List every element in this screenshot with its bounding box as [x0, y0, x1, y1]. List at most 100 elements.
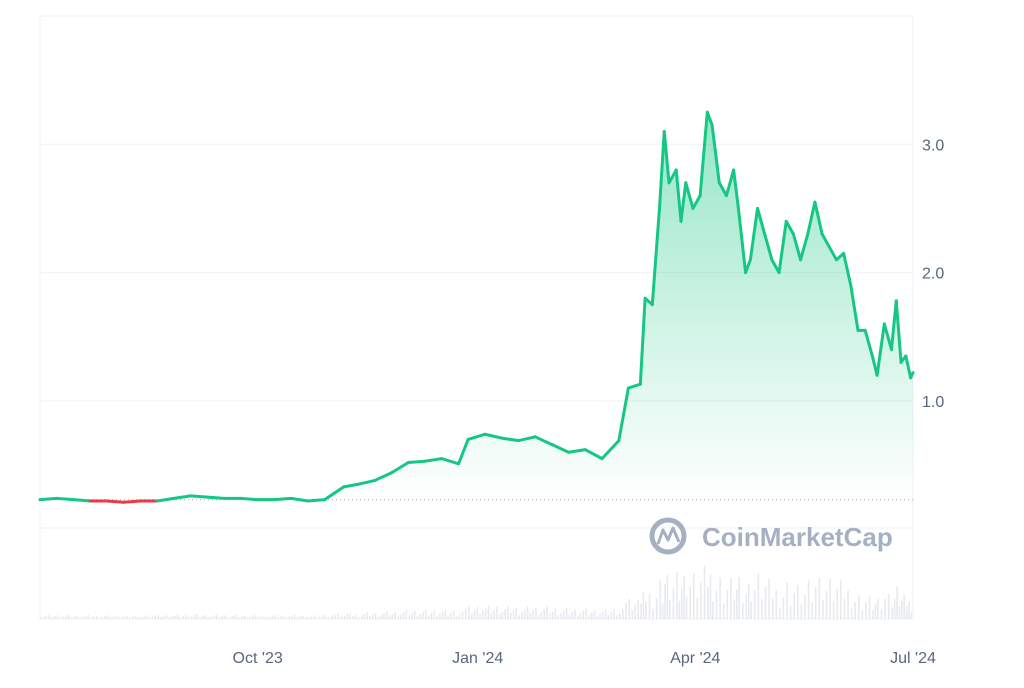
- volume-bar: [109, 617, 112, 619]
- volume-bar: [546, 606, 548, 619]
- volume-bar: [829, 578, 831, 619]
- volume-bar: [377, 616, 380, 619]
- volume-bar: [240, 616, 243, 619]
- price-segment: [356, 478, 377, 486]
- volume-bar: [187, 617, 190, 619]
- volume-bar: [479, 613, 481, 619]
- volume-bar: [154, 615, 157, 619]
- price-segment: [710, 123, 721, 185]
- volume-bar: [618, 613, 621, 619]
- volume-bar: [470, 613, 473, 619]
- volume-bar: [648, 594, 651, 619]
- volume-bar: [655, 598, 658, 619]
- price-segment: [205, 495, 226, 500]
- volume-bar: [349, 612, 352, 619]
- volume-bar: [747, 584, 750, 619]
- volume-bar: [140, 617, 143, 619]
- volume-bar: [383, 613, 385, 619]
- price-segment: [777, 219, 788, 275]
- price-segment: [373, 471, 394, 482]
- price-segment: [172, 494, 193, 500]
- volume-bar: [380, 615, 383, 619]
- volume-bar: [162, 616, 165, 619]
- volume-bar: [70, 617, 73, 619]
- volume-bar: [441, 612, 444, 619]
- volume-bar: [343, 615, 346, 619]
- volume-bar: [700, 582, 702, 619]
- volume-bar: [369, 615, 371, 619]
- volume-bar: [607, 614, 610, 619]
- volume-bar: [165, 615, 168, 619]
- volume-bar: [302, 615, 304, 619]
- volume-bar: [468, 606, 470, 619]
- volume-bar: [263, 615, 265, 619]
- price-segment: [657, 129, 666, 210]
- volume-bar: [493, 609, 495, 619]
- volume-bar: [696, 597, 699, 619]
- volume-bar: [118, 617, 120, 619]
- volume-bar: [786, 582, 788, 619]
- volume-bar: [146, 615, 148, 619]
- volume-bar: [722, 604, 725, 619]
- price-segment: [466, 432, 487, 441]
- volume-bar: [196, 614, 198, 619]
- volume-bar: [313, 615, 316, 619]
- volume-bar: [599, 613, 601, 619]
- volume-bar: [221, 615, 223, 619]
- x-tick-label: Jul '24: [890, 650, 936, 667]
- price-segment: [189, 494, 209, 499]
- volume-bar: [582, 610, 585, 619]
- volume-bar: [51, 617, 53, 619]
- volume-bar: [439, 613, 441, 619]
- volume-bar: [179, 616, 182, 619]
- volume-bar: [847, 590, 849, 619]
- volume-bar: [868, 596, 871, 619]
- volume-bar: [394, 612, 396, 619]
- volume-bar: [324, 614, 327, 619]
- price-segment: [638, 296, 647, 386]
- volume-bar: [193, 615, 196, 619]
- volume-bar: [634, 604, 636, 619]
- volume-bar: [238, 616, 240, 619]
- volume-bar: [490, 612, 493, 619]
- volume-bar: [843, 597, 846, 619]
- volume-bar: [775, 590, 778, 619]
- volume-bar: [804, 594, 806, 619]
- volume-bar: [910, 612, 913, 619]
- volume-bar: [372, 614, 374, 619]
- price-segment: [756, 206, 767, 236]
- volume-bar: [316, 617, 318, 619]
- price-line[interactable]: [38, 110, 915, 504]
- volume-bar: [554, 608, 557, 619]
- volume-bar: [642, 592, 645, 619]
- volume-bar: [596, 615, 599, 619]
- volume-bar: [232, 615, 235, 619]
- volume-bar: [680, 588, 683, 619]
- volume-bar: [613, 609, 615, 619]
- volume-bar: [771, 598, 774, 619]
- volume-bar: [666, 574, 669, 619]
- volume-bar: [509, 613, 512, 619]
- volume-bar: [602, 612, 604, 619]
- volume-bar: [811, 602, 813, 619]
- price-segment: [806, 200, 817, 236]
- volume-bar: [719, 577, 721, 619]
- volume-bar: [399, 614, 402, 619]
- volume-bar: [901, 600, 903, 619]
- volume-bar: [730, 577, 732, 619]
- price-segment: [155, 496, 176, 503]
- volume-bar: [861, 610, 864, 619]
- volume-bar: [669, 600, 671, 619]
- volume-bar: [337, 613, 339, 619]
- x-tick-label: Apr '24: [670, 650, 720, 667]
- volume-bar: [903, 594, 906, 619]
- price-segment: [626, 382, 642, 390]
- volume-bar: [224, 615, 226, 619]
- volume-bar: [422, 611, 424, 619]
- volume-bar: [90, 617, 92, 619]
- volume-bar: [896, 586, 898, 619]
- volume-bar: [120, 616, 123, 619]
- volume-bar: [532, 609, 534, 619]
